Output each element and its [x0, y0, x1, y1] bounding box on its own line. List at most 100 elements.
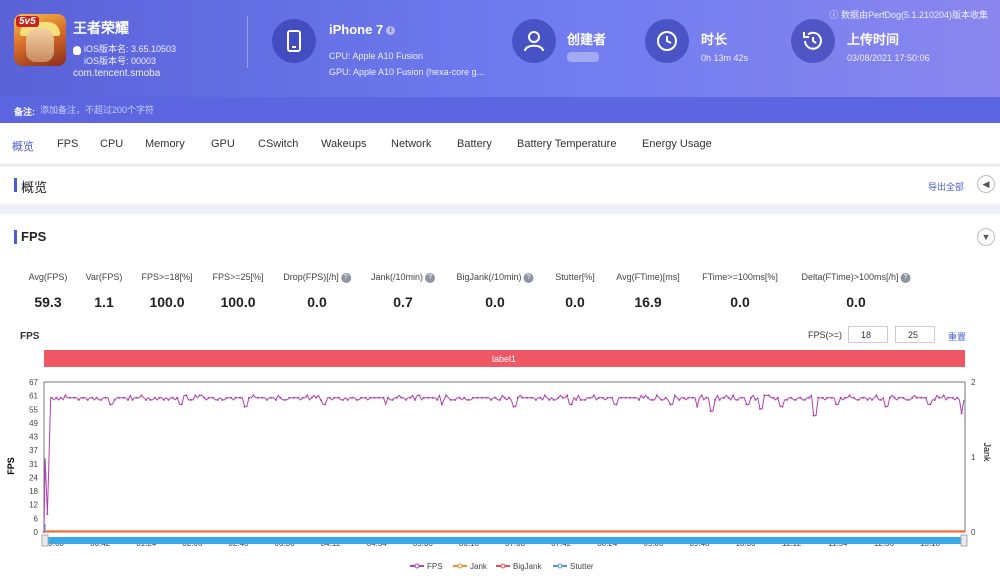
- tab-gpu[interactable]: GPU: [211, 138, 235, 150]
- fps-point: [189, 398, 192, 401]
- stat-label: Delta(FTime)>100ms[/h]?: [802, 272, 911, 283]
- fps-point: [799, 396, 802, 399]
- fps-point: [404, 398, 407, 401]
- collapse-down-icon[interactable]: ▼: [977, 228, 995, 246]
- legend-item-fps[interactable]: FPS: [410, 562, 443, 571]
- stat-label: FTime>=100ms[%]: [702, 272, 778, 282]
- threshold-input-2[interactable]: [895, 326, 935, 343]
- y2-axis-label: Jank: [982, 442, 992, 462]
- fps-point: [584, 398, 587, 401]
- fps-point: [409, 396, 412, 399]
- fps-point: [198, 394, 201, 397]
- clock-icon: [645, 19, 689, 63]
- remark-input[interactable]: [40, 102, 440, 118]
- fps-point: [333, 396, 336, 399]
- header-divider: [247, 16, 248, 68]
- export-all-link[interactable]: 导出全部: [927, 182, 964, 192]
- fps-point: [104, 396, 107, 399]
- fps-point: [319, 398, 322, 401]
- stat-label: Jank(/10min)?: [371, 272, 436, 283]
- fps-point: [642, 396, 645, 399]
- fps-point: [212, 396, 215, 399]
- fps-point: [714, 398, 717, 401]
- fps-point: [324, 403, 327, 406]
- collapse-left-icon[interactable]: ◀: [977, 175, 995, 193]
- fps-point: [270, 396, 273, 399]
- range-handle-right[interactable]: [960, 534, 968, 547]
- fps-point: [355, 398, 358, 401]
- tab-network[interactable]: Network: [391, 138, 432, 150]
- fps-point: [476, 396, 479, 399]
- fps-point: [467, 398, 470, 401]
- tab-memory[interactable]: Memory: [145, 138, 185, 150]
- range-slider[interactable]: [41, 534, 968, 547]
- tab-overview[interactable]: 概览: [12, 141, 34, 153]
- tab-energy-usage[interactable]: Energy Usage: [642, 138, 712, 150]
- y-tick-label: 31: [29, 460, 38, 469]
- fps-point: [127, 398, 129, 401]
- legend-item-bigjank[interactable]: BigJank: [496, 562, 542, 571]
- help-icon[interactable]: ?: [900, 272, 911, 283]
- fps-point: [436, 398, 439, 401]
- creator-value-redacted: [567, 52, 599, 62]
- remark-label: 备注:: [14, 107, 35, 117]
- fps-point: [781, 405, 784, 408]
- fps-point: [938, 396, 941, 399]
- fps-point: [911, 396, 914, 399]
- stat-value: 16.9: [634, 294, 662, 310]
- fps-point: [543, 394, 546, 397]
- fps-point: [413, 398, 416, 401]
- fps-point: [754, 398, 757, 401]
- range-slider-track[interactable]: [44, 537, 965, 544]
- fps-point: [929, 403, 932, 406]
- user-icon: [512, 19, 556, 63]
- threshold-input-1[interactable]: [848, 326, 888, 343]
- device-info-icon[interactable]: i: [386, 26, 396, 36]
- fps-point: [785, 398, 788, 401]
- fps-point: [351, 396, 354, 399]
- range-handle-left[interactable]: [41, 534, 49, 547]
- legend-marker: [457, 563, 463, 569]
- tab-cpu[interactable]: CPU: [100, 138, 124, 150]
- help-icon[interactable]: ?: [523, 272, 534, 283]
- fps-point: [705, 396, 708, 399]
- stat-value: 1.1: [94, 294, 114, 310]
- fps-point: [888, 396, 891, 399]
- threshold-label: FPS(>=): [808, 330, 843, 340]
- label-band[interactable]: [44, 350, 965, 367]
- fps-point: [803, 398, 806, 401]
- y2-tick-label: 1: [971, 453, 976, 462]
- fps-point: [557, 396, 560, 399]
- fps-point: [772, 396, 775, 399]
- help-icon[interactable]: ?: [425, 272, 436, 283]
- device-name: iPhone 7: [329, 22, 384, 37]
- source-note-wrap: ⓘ 数据由PerfDog(5.1.210204)版本收集: [829, 8, 988, 21]
- fps-point: [741, 396, 743, 399]
- fps-point: [660, 398, 663, 401]
- help-icon[interactable]: ?: [340, 272, 351, 283]
- tab-cswitch[interactable]: CSwitch: [258, 138, 299, 150]
- fps-point: [481, 396, 484, 399]
- fps-point: [207, 396, 210, 399]
- legend-item-jank[interactable]: Jank: [453, 562, 488, 571]
- fps-point: [516, 396, 519, 399]
- tab-fps[interactable]: FPS: [57, 138, 79, 150]
- fps-point: [727, 396, 730, 399]
- fps-point: [122, 396, 125, 399]
- fps-point: [73, 396, 76, 399]
- report-header: 5v5 王者荣耀 iOS版本名: 3.65.10503 iOS版本号: 0000…: [0, 0, 1000, 97]
- stat-value: 100.0: [149, 294, 185, 310]
- tab-battery-temperature[interactable]: Battery Temperature: [517, 138, 617, 150]
- reset-link[interactable]: 重置: [948, 332, 967, 342]
- fps-point: [382, 396, 385, 399]
- tab-wakeups[interactable]: Wakeups: [321, 138, 367, 150]
- fps-point: [95, 396, 98, 399]
- stat-label: Stutter[%]: [555, 272, 595, 282]
- fps-point: [248, 396, 250, 399]
- fps-point: [431, 396, 434, 399]
- legend-item-stutter[interactable]: Stutter: [553, 562, 594, 571]
- fps-point: [687, 396, 690, 399]
- fps-point: [472, 396, 475, 399]
- tab-battery[interactable]: Battery: [457, 138, 492, 150]
